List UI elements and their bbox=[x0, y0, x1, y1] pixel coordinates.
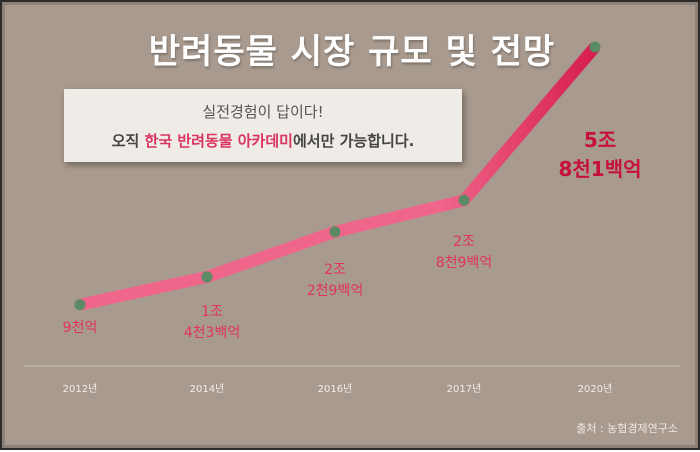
source-note: 출처 : 농협경제연구소 bbox=[576, 422, 678, 435]
x-tick-label-0: 2012년 bbox=[63, 383, 98, 395]
data-label-4-1: 8천1백억 bbox=[558, 157, 641, 181]
callout-highlight: 한국 반려동물 아카데미 bbox=[144, 132, 293, 150]
data-point-1 bbox=[201, 271, 213, 283]
x-tick-label-3: 2017년 bbox=[447, 383, 482, 395]
callout-text-post: 에서만 가능합니다. bbox=[292, 132, 415, 150]
chart-title: 반려동물 시장 규모 및 전망 bbox=[148, 32, 556, 72]
data-label-4-0: 5조 bbox=[584, 128, 616, 152]
data-label-2-1: 2천9백억 bbox=[307, 283, 363, 299]
x-tick-label-2: 2016년 bbox=[318, 383, 353, 395]
promo-callout: 실전경험이 답이다! 오직 한국 반려동물 아카데미에서만 가능합니다. bbox=[64, 89, 462, 162]
data-point-4 bbox=[589, 41, 601, 53]
data-point-3 bbox=[458, 194, 470, 206]
data-label-0-0: 9천억 bbox=[63, 320, 98, 336]
x-tick-label-1: 2014년 bbox=[190, 383, 225, 395]
data-point-2 bbox=[329, 226, 341, 238]
callout-text-pre: 오직 bbox=[111, 132, 145, 150]
callout-line-1: 실전경험이 답이다! bbox=[202, 103, 324, 121]
data-point-0 bbox=[74, 299, 86, 311]
callout-line-2: 오직 한국 반려동물 아카데미에서만 가능합니다. bbox=[64, 130, 462, 151]
x-tick-label-4: 2020년 bbox=[578, 383, 613, 395]
data-label-1-0: 1조 bbox=[201, 304, 223, 320]
data-label-3-1: 8천9백억 bbox=[436, 255, 492, 271]
data-label-3-0: 2조 bbox=[453, 234, 475, 250]
data-label-2-0: 2조 bbox=[324, 262, 346, 278]
data-label-1-1: 4천3백억 bbox=[184, 325, 240, 341]
